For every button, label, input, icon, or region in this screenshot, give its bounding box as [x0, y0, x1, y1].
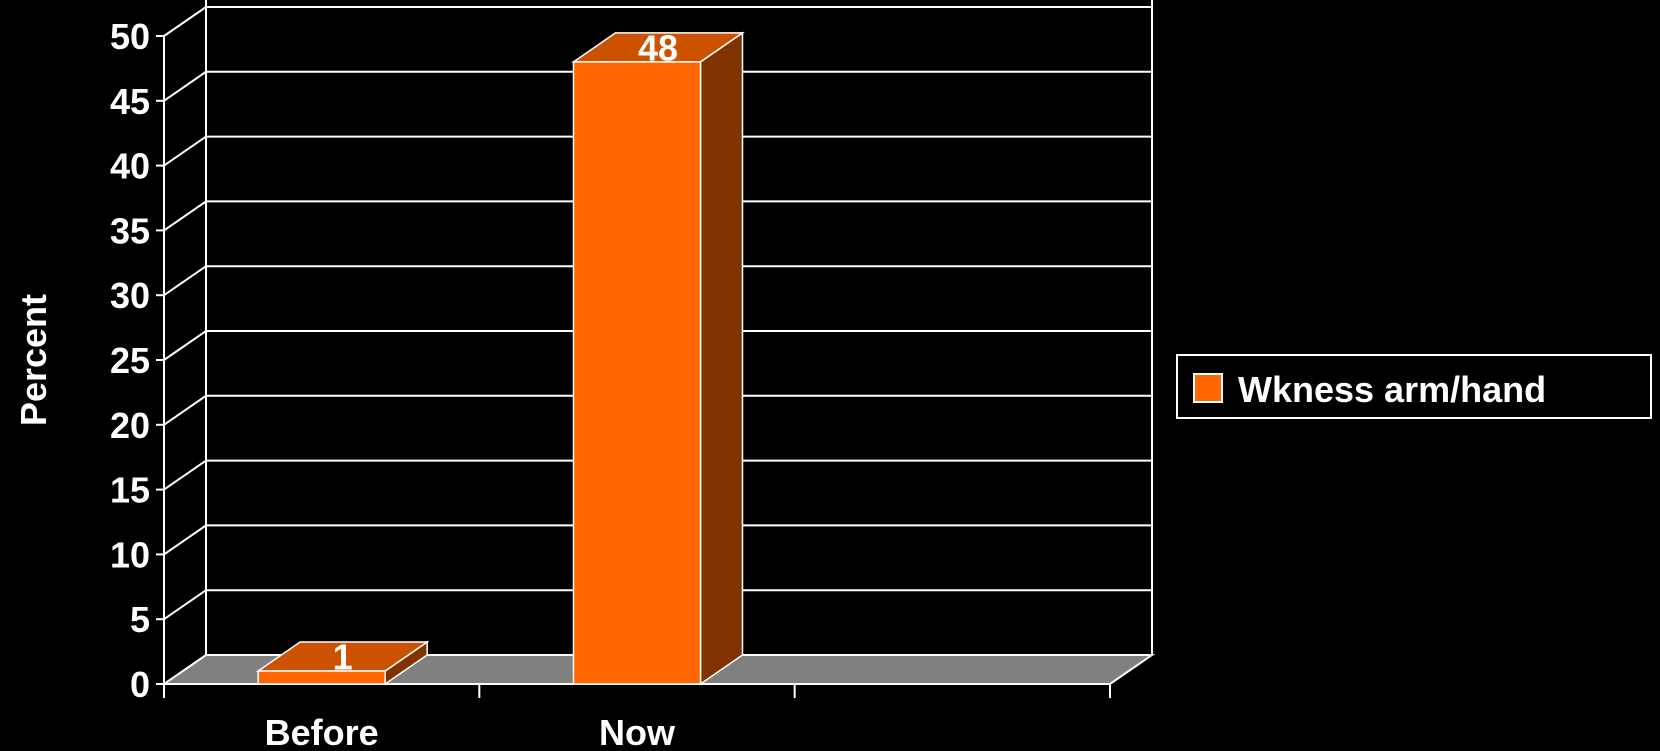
y-tick-label: 40 — [110, 146, 150, 187]
y-tick-label: 10 — [110, 534, 150, 575]
y-tick-label: 25 — [110, 340, 150, 381]
bar-now — [571, 31, 745, 686]
y-tick-label: 45 — [110, 81, 150, 122]
data-label: 1 — [333, 637, 353, 678]
x-tick-label: Before — [265, 712, 379, 751]
y-tick-label: 5 — [130, 599, 150, 640]
chart-back-wall — [205, 0, 1153, 655]
y-tick-label: 50 — [110, 16, 150, 57]
legend: Wkness arm/hand — [1176, 354, 1652, 419]
bar-before — [255, 640, 430, 686]
y-tick-label: 15 — [110, 470, 150, 511]
bar-front-face — [572, 61, 702, 685]
x-tick-label: Now — [599, 712, 676, 751]
gridline — [163, 589, 1152, 621]
gridlines — [163, 6, 1152, 621]
legend-box — [1176, 354, 1652, 419]
gridline — [163, 6, 1152, 37]
y-axis-ticks: 0 5 10 15 20 25 30 35 40 45 50 — [110, 16, 164, 705]
data-labels: 1 48 — [333, 27, 678, 677]
gridline — [163, 459, 1152, 491]
x-axis-ticks: Before Now — [163, 684, 1111, 751]
y-tick-label: 0 — [130, 664, 150, 705]
y-tick-label: 20 — [110, 405, 150, 446]
bar-side-face — [699, 31, 744, 686]
y-tick-label: 35 — [110, 210, 150, 251]
bars — [255, 31, 745, 686]
bar-front-face — [257, 670, 386, 685]
y-axis-label: Percent — [13, 294, 54, 426]
gridline — [163, 394, 1152, 426]
gridline — [163, 70, 1152, 102]
gridline — [163, 524, 1152, 556]
legend-swatch — [1193, 373, 1223, 403]
y-tick-label: 30 — [110, 275, 150, 316]
gridline — [163, 200, 1152, 232]
back-wall-outline — [205, 0, 1153, 655]
legend-label: Wkness arm/hand — [1238, 369, 1546, 410]
gridline — [163, 330, 1152, 361]
data-label: 48 — [638, 27, 678, 68]
gridline — [163, 135, 1152, 167]
gridline — [163, 265, 1152, 297]
